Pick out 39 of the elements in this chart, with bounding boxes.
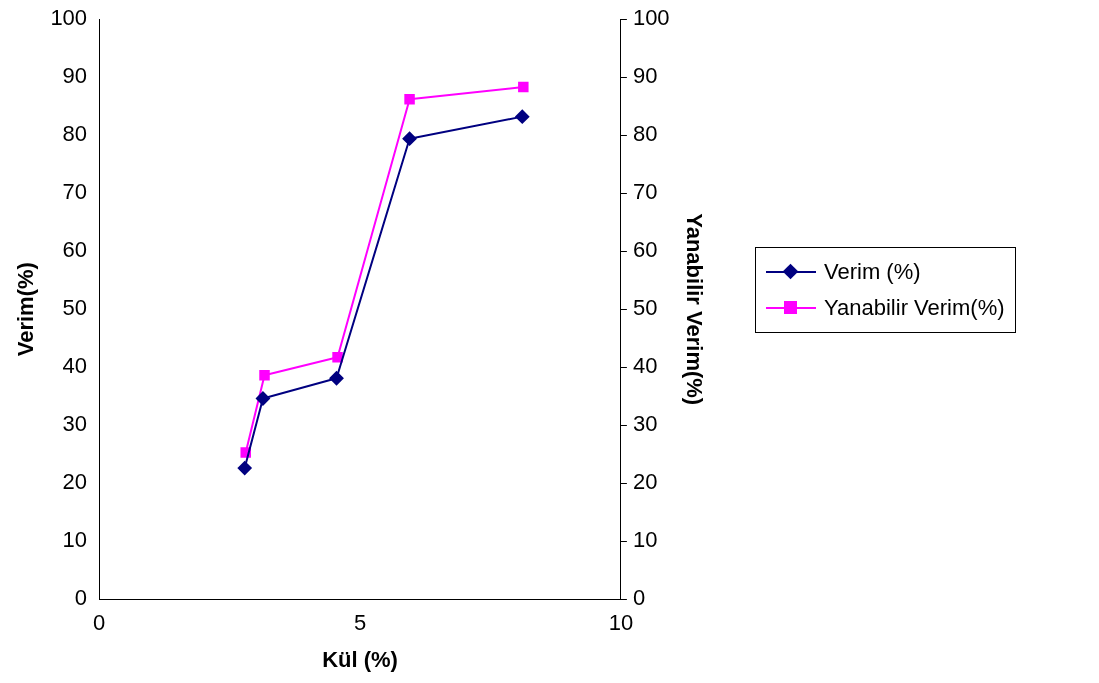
y2-tick-label: 20 <box>632 469 658 495</box>
point <box>237 461 252 476</box>
y-tick-label: 10 <box>62 527 88 553</box>
y2-tick-label: 70 <box>632 179 658 205</box>
y-tick-label: 70 <box>62 179 88 205</box>
y-tick-label: 100 <box>50 5 88 31</box>
point <box>332 352 343 363</box>
y2-tick-label: 50 <box>632 295 658 321</box>
x-tick-label: 5 <box>353 610 367 636</box>
y-tick-label: 80 <box>62 121 88 147</box>
point <box>255 391 270 406</box>
point <box>329 371 344 386</box>
legend-label: Verim (%) <box>824 259 921 285</box>
y2-tick-label: 80 <box>632 121 658 147</box>
y-tick-label: 60 <box>62 237 88 263</box>
point <box>515 109 530 124</box>
y-axis-title: Verim(%) <box>13 262 39 357</box>
y-tick-label: 20 <box>62 469 88 495</box>
point <box>402 131 417 146</box>
point <box>259 370 270 381</box>
legend-label: Yanabilir Verim(%) <box>824 295 1005 321</box>
y2-tick-label: 0 <box>632 585 646 611</box>
y-tick-label: 40 <box>62 353 88 379</box>
y2-axis-title: Yanabilir Verim(%) <box>681 213 707 406</box>
x-tick-label: 0 <box>92 610 106 636</box>
point <box>404 94 415 105</box>
y-tick-label: 30 <box>62 411 88 437</box>
y2-tick-label: 30 <box>632 411 658 437</box>
y2-tick-label: 90 <box>632 63 658 89</box>
x-tick-label: 10 <box>608 610 634 636</box>
y2-tick-label: 60 <box>632 237 658 263</box>
y2-tick-label: 40 <box>632 353 658 379</box>
x-axis-title: Kül (%) <box>322 646 398 672</box>
y-tick-label: 90 <box>62 63 88 89</box>
y-tick-label: 50 <box>62 295 88 321</box>
y2-tick-label: 100 <box>632 5 670 31</box>
y2-tick-label: 10 <box>632 527 658 553</box>
point <box>518 81 529 93</box>
y-tick-label: 0 <box>74 585 88 611</box>
